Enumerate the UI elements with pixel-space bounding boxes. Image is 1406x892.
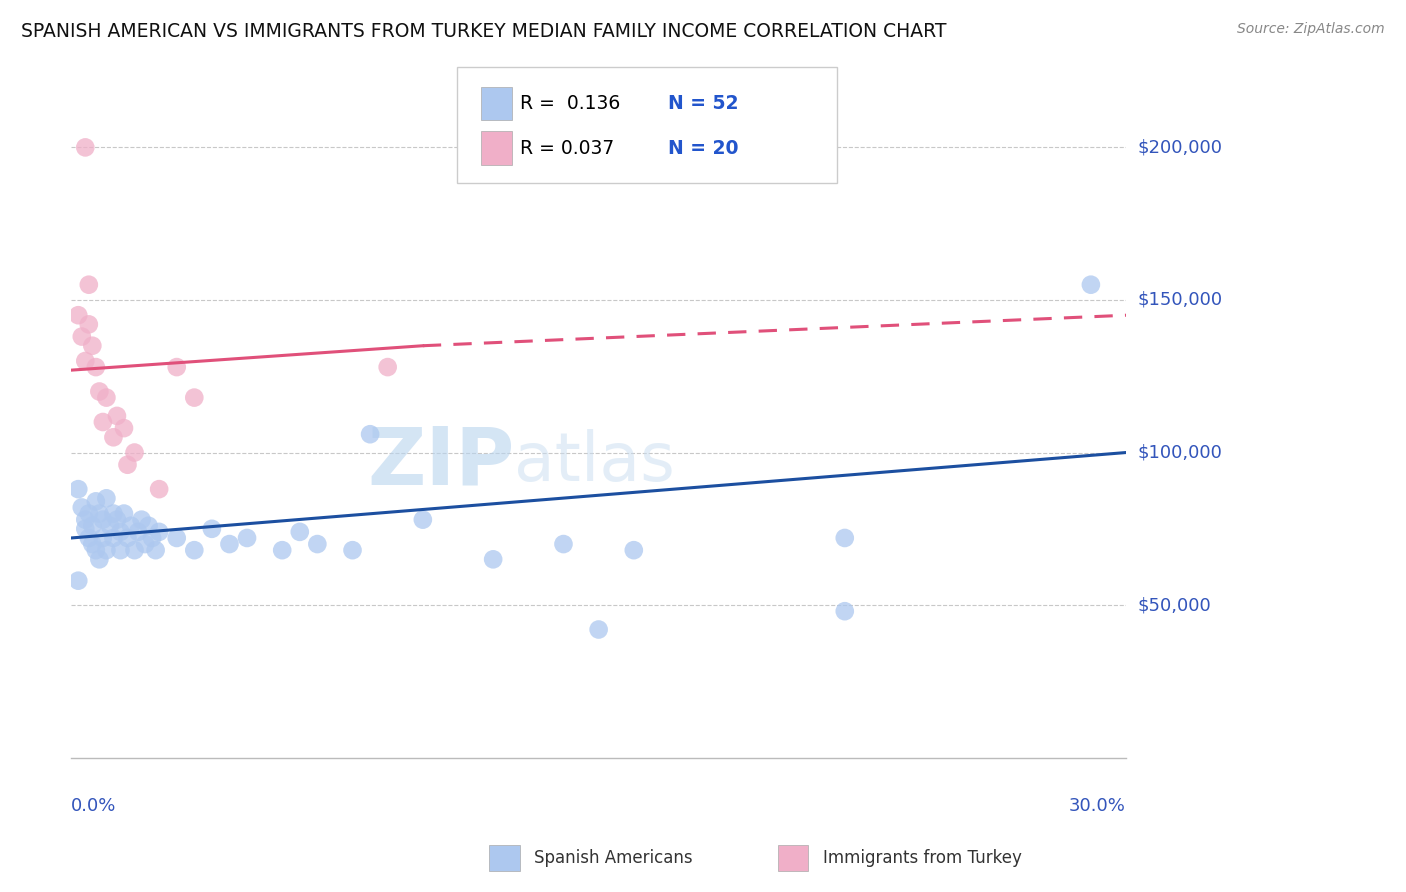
Text: R = 0.037: R = 0.037 (520, 138, 614, 158)
Point (117, 531, 139, 545)
Point (75, 513, 97, 527)
Text: N = 52: N = 52 (668, 94, 738, 113)
Point (67, 308, 90, 322)
Point (110, 524, 132, 539)
Point (834, 604, 856, 618)
Point (112, 507, 135, 521)
Point (70, 500, 93, 515)
Point (183, 391, 205, 405)
Point (134, 537, 156, 551)
Point (67, 574, 90, 588)
Point (70, 329, 93, 343)
Point (166, 531, 188, 545)
Point (77, 277, 100, 292)
Point (77, 507, 100, 521)
Point (91, 531, 114, 545)
Point (127, 524, 149, 539)
Point (342, 543, 364, 558)
Point (75, 522, 97, 536)
Point (412, 513, 434, 527)
Point (148, 482, 170, 496)
Point (103, 531, 125, 545)
Text: 0.0%: 0.0% (72, 797, 117, 814)
Point (98, 518, 121, 533)
Point (148, 524, 170, 539)
Point (218, 537, 240, 551)
Text: $150,000: $150,000 (1137, 291, 1222, 309)
Point (359, 427, 381, 442)
Point (124, 445, 146, 459)
Text: Spanish Americans: Spanish Americans (534, 849, 693, 867)
Point (131, 513, 153, 527)
Point (89, 384, 111, 399)
Point (82, 518, 104, 533)
Point (110, 543, 132, 558)
Text: Source: ZipAtlas.com: Source: ZipAtlas.com (1237, 22, 1385, 37)
Point (103, 430, 125, 444)
Point (482, 552, 505, 566)
Point (183, 543, 205, 558)
Point (91, 513, 114, 527)
Text: N = 20: N = 20 (668, 138, 738, 158)
Point (96, 543, 118, 558)
Point (271, 543, 294, 558)
Point (307, 537, 329, 551)
Point (75, 140, 97, 154)
Point (84, 360, 107, 375)
Point (91, 415, 114, 429)
Point (141, 531, 163, 545)
Text: Immigrants from Turkey: Immigrants from Turkey (823, 849, 1021, 867)
Text: $200,000: $200,000 (1137, 138, 1222, 156)
Point (124, 543, 146, 558)
Point (84, 494, 107, 508)
Point (82, 537, 104, 551)
Point (588, 623, 610, 637)
Point (145, 543, 167, 558)
Point (138, 518, 160, 533)
Point (120, 518, 142, 533)
Text: SPANISH AMERICAN VS IMMIGRANTS FROM TURKEY MEDIAN FAMILY INCOME CORRELATION CHAR: SPANISH AMERICAN VS IMMIGRANTS FROM TURK… (21, 22, 946, 41)
Text: atlas: atlas (515, 429, 675, 495)
Point (82, 339, 104, 353)
Point (105, 409, 128, 423)
Point (67, 482, 90, 496)
Point (623, 543, 645, 558)
Text: $50,000: $50,000 (1137, 596, 1211, 614)
Point (117, 458, 139, 472)
Point (89, 507, 111, 521)
Text: ZIP: ZIP (367, 424, 515, 501)
Point (77, 318, 100, 332)
Point (236, 531, 259, 545)
Point (201, 522, 224, 536)
Point (377, 360, 399, 375)
Point (75, 354, 97, 368)
Text: R =  0.136: R = 0.136 (520, 94, 620, 113)
Text: $100,000: $100,000 (1137, 443, 1222, 461)
Point (553, 537, 575, 551)
Point (77, 531, 100, 545)
Point (89, 552, 111, 566)
Point (96, 491, 118, 506)
Point (288, 524, 311, 539)
Text: 30.0%: 30.0% (1069, 797, 1126, 814)
Point (834, 531, 856, 545)
Point (166, 360, 188, 375)
Point (103, 507, 125, 521)
Point (112, 421, 135, 435)
Point (1080, 277, 1102, 292)
Point (105, 513, 128, 527)
Point (84, 543, 107, 558)
Point (96, 391, 118, 405)
